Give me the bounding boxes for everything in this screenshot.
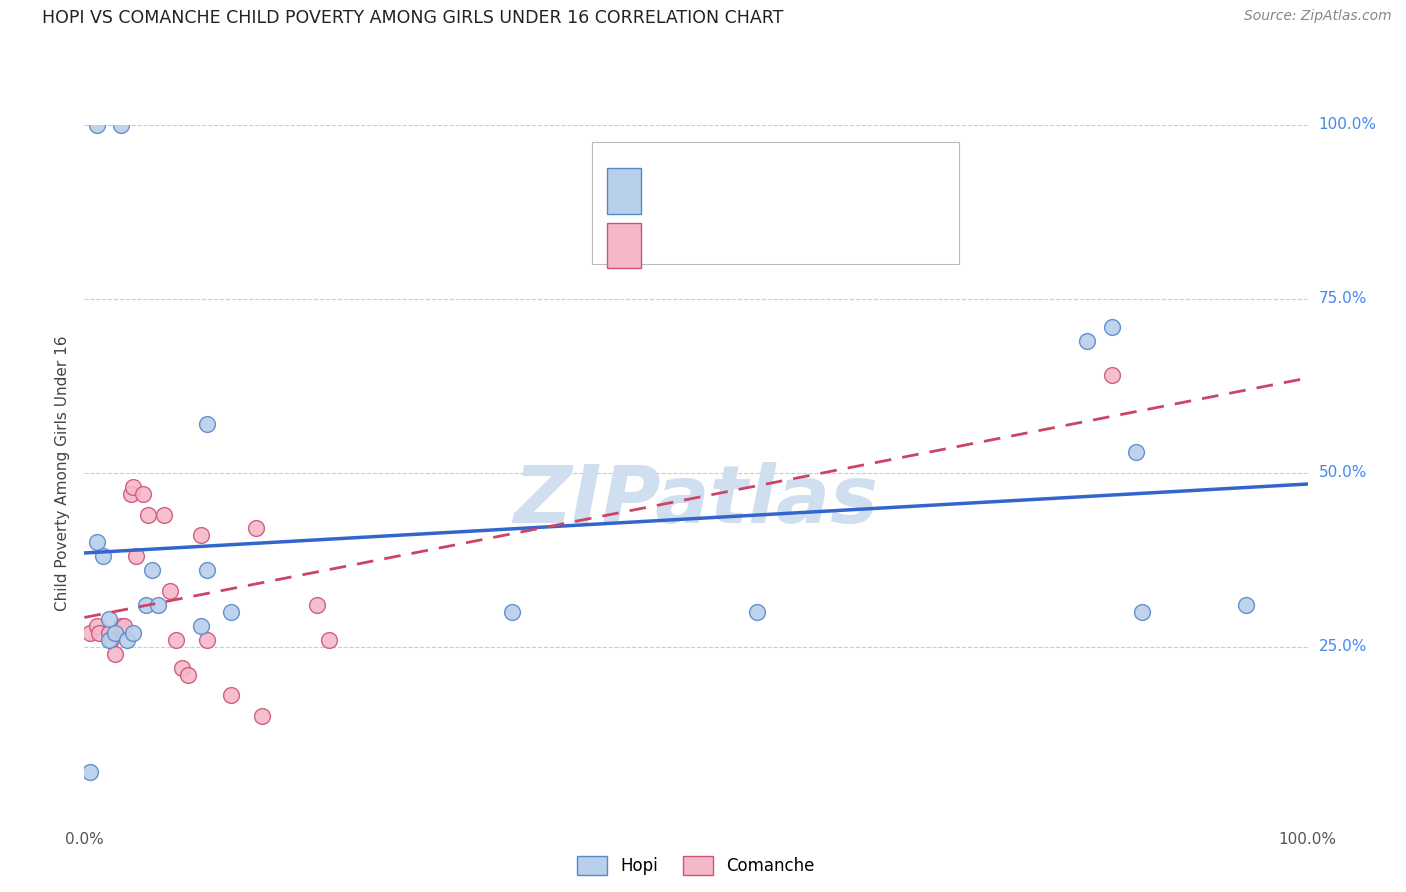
Point <box>141 563 163 577</box>
Point <box>146 598 169 612</box>
Text: ZIPatlas: ZIPatlas <box>513 461 879 540</box>
Point <box>747 605 769 619</box>
Point <box>1076 334 1098 348</box>
Point <box>79 625 101 640</box>
Y-axis label: Child Poverty Among Girls Under 16: Child Poverty Among Girls Under 16 <box>55 335 70 610</box>
FancyBboxPatch shape <box>606 169 641 213</box>
Point <box>112 619 135 633</box>
Point <box>110 619 132 633</box>
Point <box>172 660 194 674</box>
Text: 50.0%: 50.0% <box>1319 466 1367 480</box>
Text: N =: N = <box>776 181 831 201</box>
Point <box>195 632 218 647</box>
Point <box>110 118 132 132</box>
Point <box>219 689 242 703</box>
Text: 25.0%: 25.0% <box>1319 640 1367 654</box>
Point <box>122 480 145 494</box>
Point <box>190 619 212 633</box>
Point <box>1101 368 1123 383</box>
Point <box>87 625 110 640</box>
Point <box>318 632 340 647</box>
Point <box>91 549 114 564</box>
Text: 0.207: 0.207 <box>714 181 770 201</box>
Point <box>1234 598 1257 612</box>
Point <box>97 612 120 626</box>
Point <box>104 647 127 661</box>
Point <box>159 584 181 599</box>
Text: HOPI VS COMANCHE CHILD POVERTY AMONG GIRLS UNDER 16 CORRELATION CHART: HOPI VS COMANCHE CHILD POVERTY AMONG GIR… <box>42 9 783 27</box>
Text: R =: R = <box>659 181 702 201</box>
Point <box>501 605 523 619</box>
Text: R =: R = <box>659 236 702 255</box>
Legend: Hopi, Comanche: Hopi, Comanche <box>571 849 821 882</box>
Point <box>195 417 218 431</box>
Point <box>104 625 127 640</box>
Text: 0.166: 0.166 <box>714 236 770 255</box>
Point <box>190 528 212 542</box>
Point <box>245 521 267 535</box>
Point <box>97 625 120 640</box>
Text: 26: 26 <box>849 236 873 255</box>
Text: Source: ZipAtlas.com: Source: ZipAtlas.com <box>1244 9 1392 23</box>
FancyBboxPatch shape <box>606 223 641 268</box>
Point <box>86 118 108 132</box>
Point <box>1125 445 1147 459</box>
Point <box>1101 319 1123 334</box>
Point <box>250 709 273 723</box>
Point <box>305 598 328 612</box>
Point <box>1132 605 1154 619</box>
Text: 24: 24 <box>849 181 873 201</box>
Point <box>136 508 159 522</box>
Point <box>115 632 138 647</box>
Point <box>195 563 218 577</box>
Text: 75.0%: 75.0% <box>1319 292 1367 306</box>
Point <box>132 486 155 500</box>
Point <box>120 486 142 500</box>
Point <box>97 632 120 647</box>
Point <box>86 535 108 549</box>
Point <box>219 605 242 619</box>
Point <box>86 619 108 633</box>
Point <box>79 764 101 779</box>
Point <box>153 508 176 522</box>
FancyBboxPatch shape <box>592 142 959 264</box>
Text: N =: N = <box>776 236 831 255</box>
Point <box>125 549 148 564</box>
Point <box>165 632 187 647</box>
Point <box>100 632 122 647</box>
Point <box>135 598 157 612</box>
Point <box>122 625 145 640</box>
Text: 100.0%: 100.0% <box>1319 118 1376 132</box>
Point <box>177 667 200 681</box>
